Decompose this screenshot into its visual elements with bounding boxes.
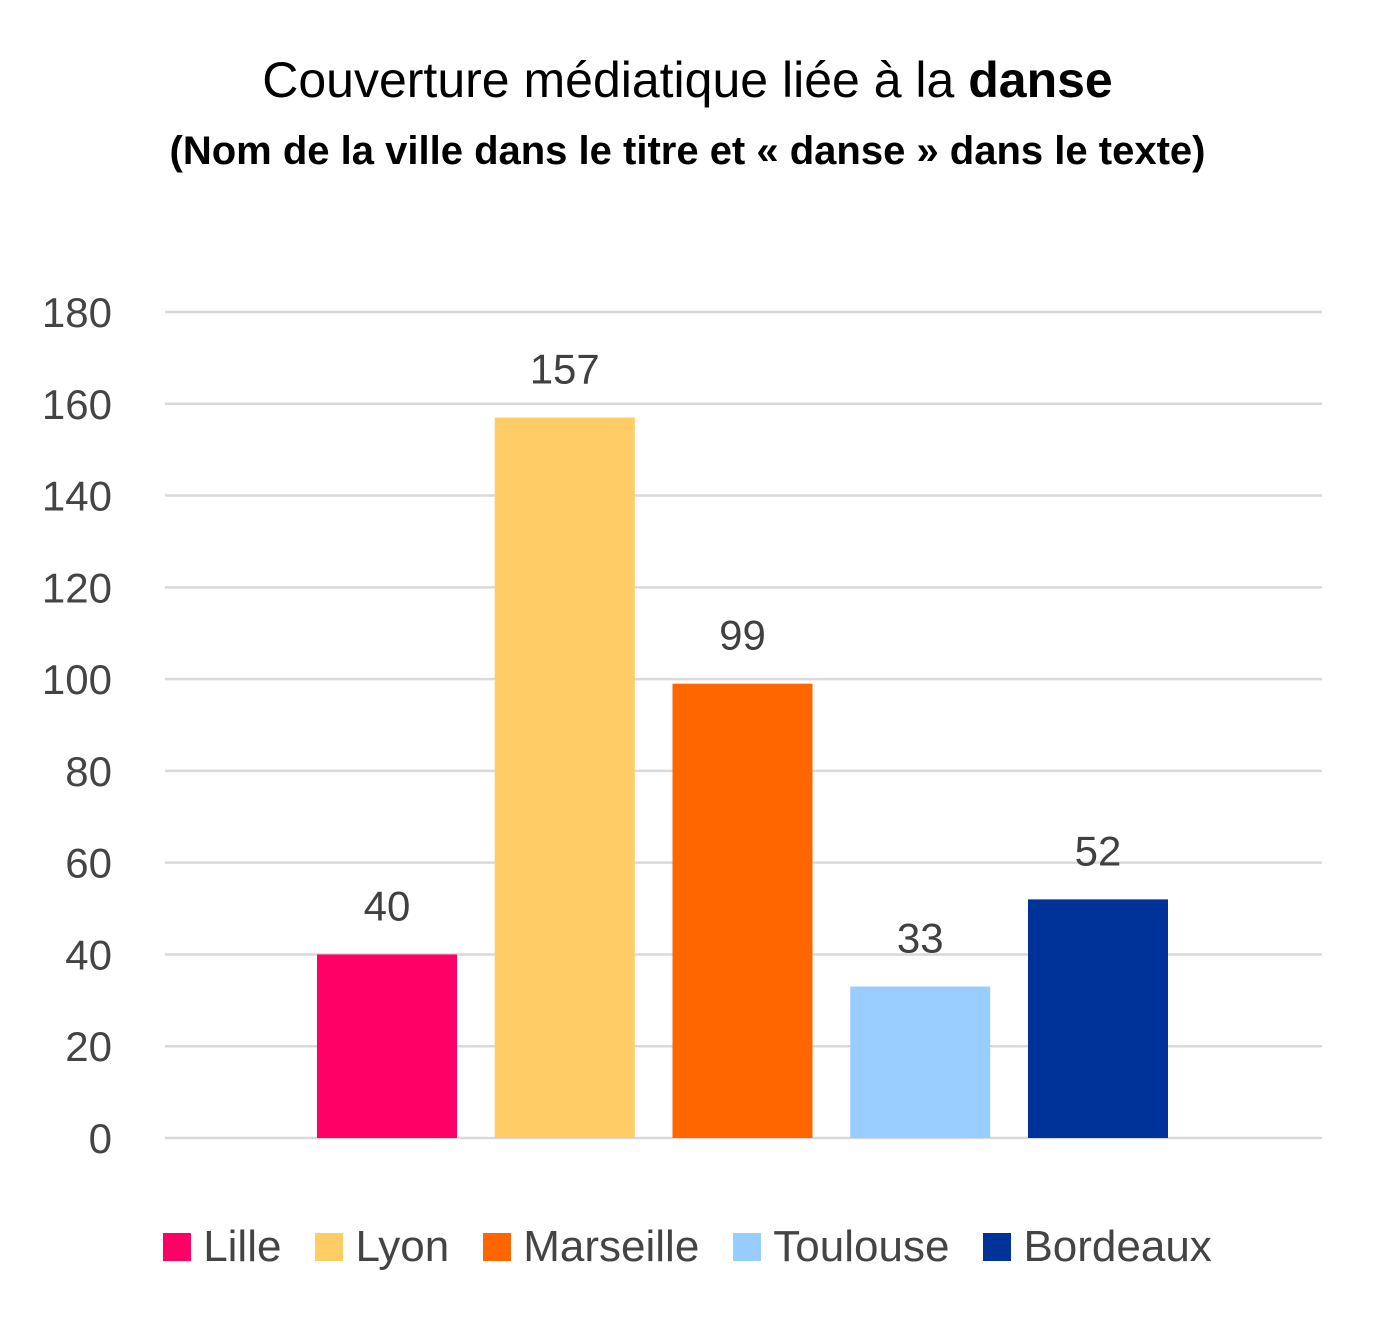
data-label-marseille: 99 bbox=[719, 612, 766, 659]
legend-item-marseille: Marseille bbox=[483, 1222, 699, 1272]
y-tick-label: 120 bbox=[42, 564, 112, 611]
y-tick-label: 0 bbox=[89, 1115, 112, 1162]
legend-label: Toulouse bbox=[773, 1222, 950, 1271]
legend-item-lyon: Lyon bbox=[315, 1222, 449, 1272]
legend-label: Marseille bbox=[523, 1222, 700, 1271]
bars bbox=[317, 417, 1168, 1138]
legend: Lille Lyon Marseille Toulouse Bordeaux bbox=[0, 1222, 1375, 1272]
bar-lille bbox=[317, 954, 457, 1138]
data-label-lille: 40 bbox=[364, 882, 411, 929]
y-tick-label: 160 bbox=[42, 381, 112, 428]
legend-swatch bbox=[315, 1233, 344, 1261]
legend-item-toulouse: Toulouse bbox=[733, 1222, 949, 1272]
bar-lyon bbox=[494, 417, 635, 1138]
legend-swatch bbox=[163, 1233, 192, 1261]
data-label-bordeaux: 52 bbox=[1075, 827, 1122, 874]
chart-title: Couverture médiatique liée à la danse bbox=[0, 48, 1375, 112]
y-tick-label: 140 bbox=[42, 473, 112, 520]
chart-subtitle: (Nom de la ville dans le titre et « dans… bbox=[169, 129, 1206, 173]
chart-title-prefix: Couverture médiatique liée à la bbox=[262, 52, 969, 108]
y-tick-label: 40 bbox=[65, 931, 112, 978]
legend-swatch bbox=[483, 1233, 512, 1261]
y-tick-label: 180 bbox=[42, 289, 112, 336]
data-label-toulouse: 33 bbox=[897, 915, 944, 962]
legend-item-bordeaux: Bordeaux bbox=[983, 1222, 1212, 1272]
data-label-lyon: 157 bbox=[530, 346, 600, 393]
legend-swatch bbox=[733, 1233, 762, 1261]
bar-toulouse bbox=[850, 986, 991, 1138]
legend-item-lille: Lille bbox=[163, 1222, 281, 1272]
y-tick-label: 80 bbox=[65, 748, 112, 795]
legend-label: Bordeaux bbox=[1023, 1222, 1212, 1271]
legend-label: Lyon bbox=[355, 1222, 450, 1271]
bar-bordeaux bbox=[1028, 899, 1168, 1138]
y-tick-label: 20 bbox=[65, 1023, 112, 1070]
legend-label: Lille bbox=[203, 1222, 282, 1271]
y-tick-label: 60 bbox=[65, 840, 112, 887]
y-axis-ticks: 0 20 40 60 80 100 120 140 160 180 bbox=[42, 289, 112, 1162]
y-tick-label: 100 bbox=[42, 656, 112, 703]
bar-marseille bbox=[672, 683, 813, 1138]
data-labels: 40 157 99 33 52 bbox=[364, 346, 1122, 962]
legend-swatch bbox=[983, 1233, 1012, 1261]
chart-title-emphasis: danse bbox=[968, 52, 1113, 108]
